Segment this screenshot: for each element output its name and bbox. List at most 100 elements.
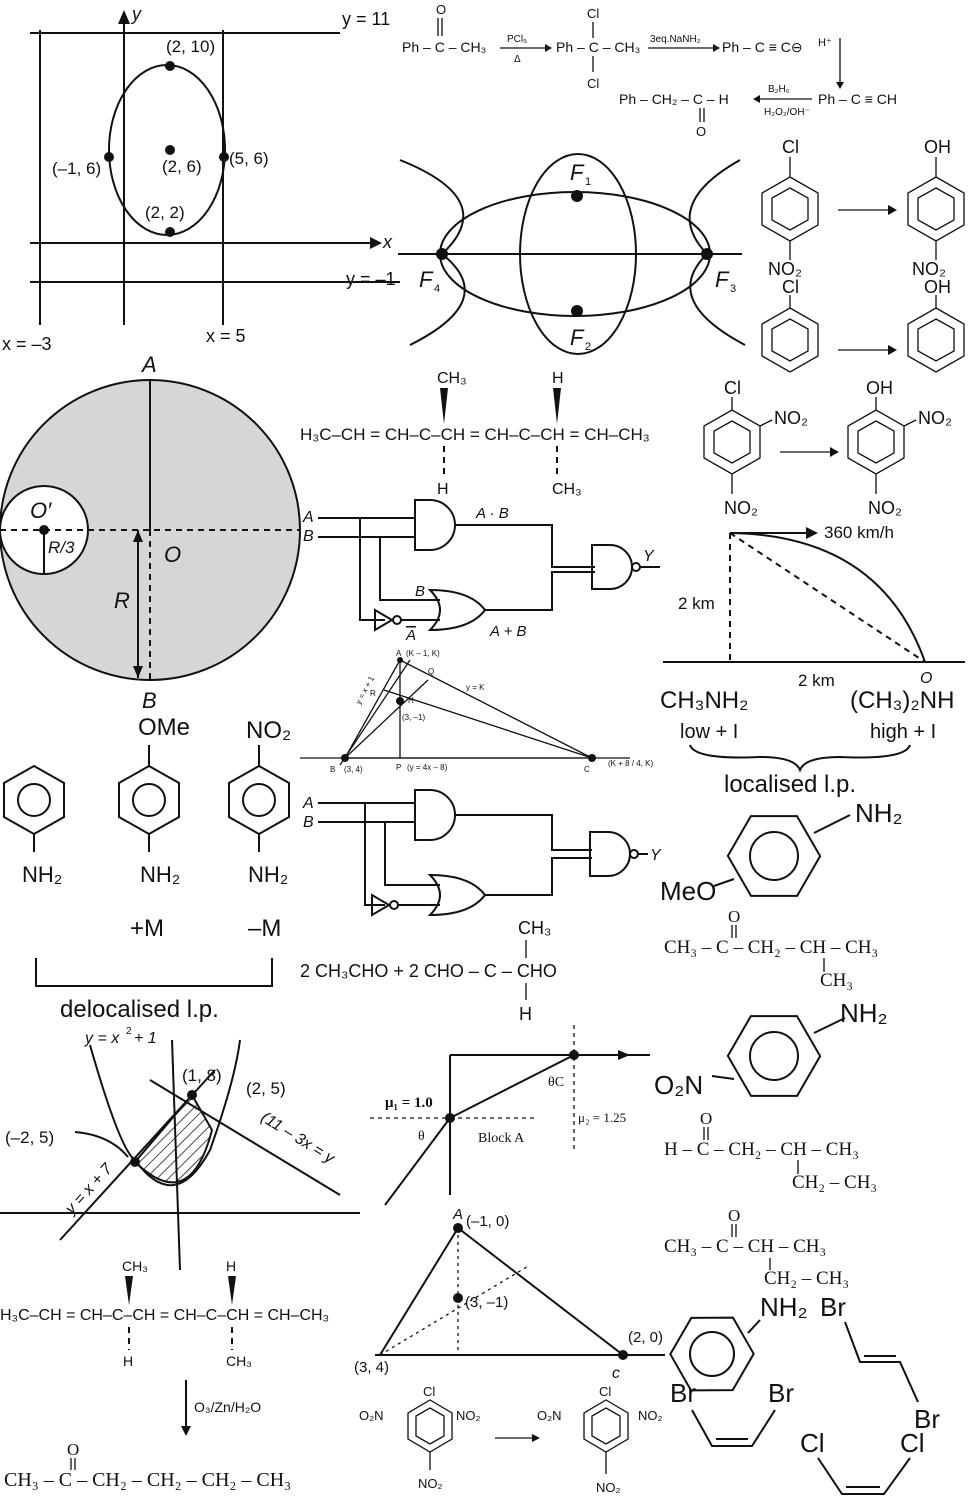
amine-m1: CH₃NH₂ bbox=[660, 687, 748, 714]
tri-s bbox=[343, 659, 593, 759]
anisidine-ring-circle bbox=[132, 783, 166, 817]
tri-b-A bbox=[453, 1223, 463, 1233]
label-x-neg3: x = –3 bbox=[2, 334, 52, 354]
par-line2-label: (11 – 3x = y bbox=[258, 1109, 338, 1168]
label-f1-sub: 1 bbox=[585, 176, 591, 188]
nitro-r-nh2: NH₂ bbox=[840, 998, 888, 1028]
par-curve-tail: + 1 bbox=[134, 1030, 157, 1047]
r-arrow-top bbox=[133, 530, 143, 542]
bond-dn-no2 bbox=[759, 419, 773, 427]
point-top bbox=[165, 61, 175, 71]
label-p-right: (5, 6) bbox=[229, 149, 269, 168]
ketone-2: CH₃ – C – CH – CH₃ O CH₂ – CH₃ bbox=[664, 1206, 849, 1289]
logic-gate-1: A B Y A · B B A A + B bbox=[302, 499, 660, 644]
proj-range: 2 km bbox=[798, 671, 835, 690]
dinitro-reaction: Cl NO₂ NO₂ OH NO₂ NO₂ bbox=[703, 378, 952, 518]
x-axis-arrow bbox=[370, 237, 382, 249]
aldol-ch3: CH₃ bbox=[518, 918, 551, 938]
lg2-not-bubble bbox=[389, 900, 399, 910]
diagonal-dash bbox=[729, 532, 926, 663]
nitro-r-circle bbox=[749, 1031, 799, 1081]
label-f1: F bbox=[570, 160, 585, 185]
tri-b-A-label: A bbox=[452, 1206, 463, 1223]
ring-oh-no2-inner bbox=[917, 187, 955, 231]
minus-m: –M bbox=[248, 915, 281, 942]
tn2-no2-b: NO₂ bbox=[596, 1480, 621, 1495]
nitroaniline-right: NH₂ O₂N bbox=[654, 998, 888, 1100]
lg1-and-out bbox=[455, 524, 595, 568]
par-line1-label: y = x + 7 bbox=[62, 1160, 117, 1219]
plus-m: +M bbox=[130, 915, 164, 942]
x-axis-label: x bbox=[382, 232, 393, 252]
lg1-nand-bubble bbox=[631, 562, 641, 572]
refraction: μ₁ = 1.0 μ₂ = 1.25 θ θC Block A bbox=[370, 1025, 650, 1206]
tn2-cl: Cl bbox=[599, 1384, 611, 1399]
ring-dinitro-cl-inner bbox=[713, 420, 751, 464]
par-p3 bbox=[130, 1157, 140, 1167]
focus-f3 bbox=[701, 248, 713, 260]
no2-label-2: NO₂ bbox=[912, 259, 946, 279]
label-f3: F bbox=[715, 267, 730, 292]
tri-b-A-coord: (–1, 0) bbox=[466, 1213, 509, 1230]
tri-b-C bbox=[618, 1350, 628, 1360]
cl-2: Cl bbox=[900, 1428, 925, 1458]
incident-ray bbox=[384, 1117, 451, 1206]
diene-b-ch3-b: CH₃ bbox=[226, 1353, 252, 1369]
ring-oh-no2 bbox=[907, 176, 965, 242]
triangle-small: A (K – 1, K) Q R H (3, –1) B (3, 4) P (y… bbox=[300, 649, 653, 774]
oh-label-1: OH bbox=[924, 137, 951, 157]
lg2-or bbox=[427, 873, 487, 917]
anisidine-right: NH₂ MeO bbox=[660, 798, 903, 906]
nitro-r-ring bbox=[726, 1015, 822, 1097]
br-3: Br bbox=[670, 1378, 696, 1408]
ozone-product: CH₃ – C – CH₂ – CH₂ – CH₂ – CH₃ bbox=[4, 1469, 291, 1491]
label-p-bottom: (2, 2) bbox=[145, 203, 185, 222]
anisidine-r-meo: MeO bbox=[660, 876, 716, 906]
label-f4-sub: 4 bbox=[434, 283, 440, 295]
lg1-nand bbox=[591, 544, 633, 590]
chain-br-2 bbox=[691, 1409, 776, 1447]
diene-top-h-b: H bbox=[552, 370, 564, 387]
anisidine-r-circle bbox=[749, 831, 799, 881]
aniline-b-nh2: NH₂ bbox=[760, 1292, 808, 1322]
ring-dinitro-cl bbox=[703, 409, 761, 475]
rx-arrow2-head bbox=[713, 44, 720, 52]
velocity-arrow-head bbox=[806, 527, 818, 539]
tn2-no2-a: NO₂ bbox=[638, 1408, 663, 1423]
tri-s-P-line: (y = 4x – 8) bbox=[407, 763, 448, 772]
lg2-inputs bbox=[318, 802, 415, 823]
chain-br-1 bbox=[844, 1321, 919, 1403]
cl-label-2: Cl bbox=[782, 277, 799, 297]
par-p3-label: (–2, 5) bbox=[5, 1128, 54, 1147]
point-left bbox=[104, 152, 114, 162]
lg2-Y: Y bbox=[650, 847, 662, 864]
label-f3-sub: 3 bbox=[730, 283, 736, 295]
rx-prod-o: O bbox=[696, 124, 706, 139]
label-p-center: (2, 6) bbox=[162, 157, 202, 176]
brace bbox=[689, 744, 911, 773]
ketone1-formula: CH₃ – C – CH₂ – CH – CH₃ bbox=[664, 937, 878, 958]
dn-no2-d: NO₂ bbox=[868, 498, 902, 518]
aniline-ring bbox=[3, 764, 65, 836]
theta-label: θ bbox=[418, 1129, 425, 1144]
wedge-b1 bbox=[125, 1276, 133, 1305]
lg1-B: B bbox=[303, 528, 314, 545]
rx-arrow3-head bbox=[753, 95, 760, 103]
point-center bbox=[165, 145, 175, 155]
dn-no2-b: NO₂ bbox=[724, 498, 758, 518]
ozone-reagent: O₃/Zn/H₂O bbox=[194, 1399, 261, 1415]
line-11-3x bbox=[149, 1079, 341, 1196]
diene-top-ch3-b: CH₃ bbox=[552, 481, 582, 498]
arrow-dn-head bbox=[830, 447, 839, 457]
lg2-or-out bbox=[485, 857, 592, 896]
mu2-label: μ₂ = 1.25 bbox=[578, 1110, 626, 1125]
anisidine-nh2: NH₂ bbox=[140, 862, 180, 887]
tri-b-B-label: (3, 4) bbox=[354, 1359, 389, 1376]
hatched-region bbox=[133, 1093, 214, 1184]
nitroaniline-no2: NO₂ bbox=[246, 717, 291, 744]
aniline-ring-circle bbox=[17, 783, 51, 817]
aldehyde: H – C – CH₂ – CH – CH₃ O CH₂ – CH₃ bbox=[664, 1109, 877, 1193]
ring-cl-inner bbox=[771, 318, 809, 362]
lg1-A: A bbox=[302, 509, 314, 526]
par-p2-label: (2, 5) bbox=[246, 1079, 286, 1098]
